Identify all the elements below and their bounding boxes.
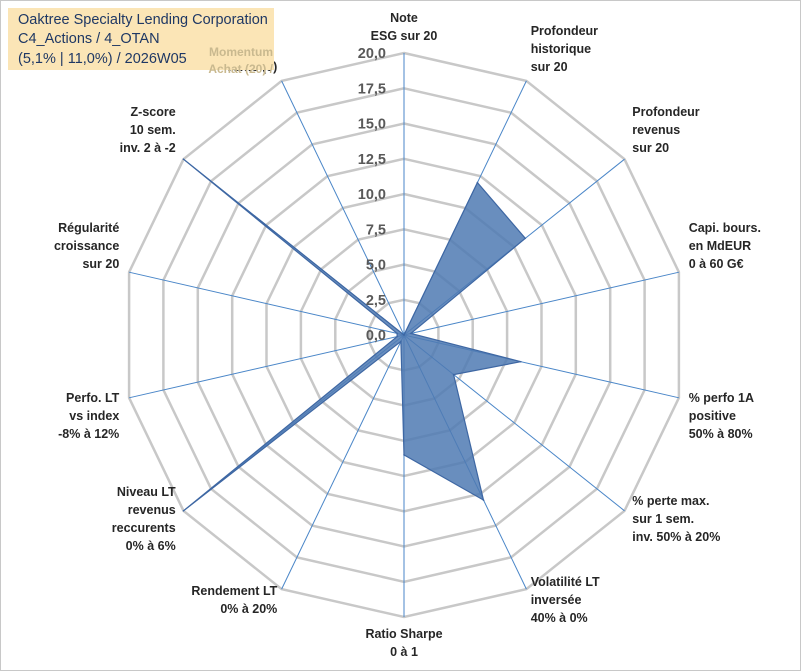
axis-label-9-line-1: revenus xyxy=(128,503,176,517)
axis-label-1-line-0: Profondeur xyxy=(531,24,598,38)
axis-label-5-line-1: sur 1 sem. xyxy=(632,512,694,526)
chart-period: (5,1% | 11,0%) / 2026W05 xyxy=(18,51,187,67)
axis-label-11-line-2: sur 20 xyxy=(82,257,119,271)
axis-label-10-line-2: -8% à 12% xyxy=(58,427,119,441)
tick-label-1: 2,5 xyxy=(366,293,386,309)
momentum-label-1: Momentum xyxy=(209,45,273,59)
series-point-1 xyxy=(476,181,479,184)
series-point-7 xyxy=(403,454,405,456)
axis-label-2-line-1: revenus xyxy=(632,123,680,137)
axis-label-10-line-1: vs index xyxy=(69,409,119,423)
radar-series xyxy=(182,158,527,512)
spoke-10 xyxy=(128,334,405,399)
tick-label-3: 7,5 xyxy=(366,222,386,238)
axis-label-4-line-2: 50% à 80% xyxy=(689,427,753,441)
axis-label-12-line-0: Z-score xyxy=(131,105,176,119)
series-point-13 xyxy=(403,334,405,336)
axis-label-3-line-0: Capi. bours. xyxy=(689,221,761,235)
series-point-12 xyxy=(182,158,185,160)
tick-label-6: 15,0 xyxy=(358,117,386,133)
title-box: Oaktree Specialty Lending Corporation C4… xyxy=(8,8,274,70)
axis-label-4-line-0: % perfo 1A xyxy=(689,391,754,405)
axis-label-7-line-0: Ratio Sharpe xyxy=(365,627,442,641)
series-point-2 xyxy=(524,237,527,240)
momentum-label-2: Achat (20) / xyxy=(208,62,273,76)
radar-axis-labels: Note ESG sur 20 Profondeur historique sur 20… xyxy=(54,11,761,659)
tick-label-0: 0,0 xyxy=(366,328,386,344)
axis-label-12-line-2: inv. 2 à -2 xyxy=(120,141,176,155)
spoke-11 xyxy=(128,271,405,336)
tick-label-8: 20,0 xyxy=(358,46,386,62)
tick-label-7: 17,5 xyxy=(358,81,386,97)
axis-label-2-line-0: Profondeur xyxy=(632,105,699,119)
axis-label-9-line-0: Niveau LT xyxy=(117,485,176,499)
axis-label-0-line-1: ESG sur 20 xyxy=(371,29,438,43)
axis-label-9-line-3: 0% à 6% xyxy=(126,539,176,553)
series-point-4 xyxy=(520,360,522,363)
tick-label-5: 12,5 xyxy=(358,152,386,168)
axis-label-4-line-1: positive xyxy=(689,409,736,423)
series-point-5 xyxy=(452,373,455,376)
axis-label-5-line-0: % perte max. xyxy=(632,494,709,508)
tick-label-4: 10,0 xyxy=(358,187,386,203)
axis-label-9-line-2: reccurents xyxy=(112,521,176,535)
axis-label-11-line-0: Régularité xyxy=(58,221,119,235)
axis-label-8-line-1: 0% à 20% xyxy=(220,602,277,616)
axis-label-2-line-2: sur 20 xyxy=(632,141,669,155)
series-point-8 xyxy=(400,340,402,343)
spoke-13 xyxy=(281,80,405,336)
axis-label-6-line-2: 40% à 0% xyxy=(531,611,588,625)
axis-label-10-line-0: Perfo. LT xyxy=(66,391,120,405)
spoke-8 xyxy=(281,334,405,590)
axis-label-12-line-1: 10 sem. xyxy=(130,123,176,137)
axis-label-6-line-1: inversée xyxy=(531,593,582,607)
radar-tick-labels: 0,0 2,5 5,0 7,5 10,0 12,5 15,0 17,5 20,0 xyxy=(358,46,386,344)
chart-subtitle: C4_Actions / 4_OTAN xyxy=(18,31,160,47)
axis-label-7-line-1: 0 à 1 xyxy=(390,645,418,659)
axis-label-6-line-0: Volatilité LT xyxy=(531,575,600,589)
axis-label-11-line-1: croissance xyxy=(54,239,119,253)
spoke-3 xyxy=(403,271,680,336)
axis-label-0-line-0: Note xyxy=(390,11,418,25)
series-point-3 xyxy=(410,332,412,335)
series-point-10 xyxy=(396,335,398,338)
axis-label-5-line-2: inv. 50% à 20% xyxy=(632,530,720,544)
tick-label-2: 5,0 xyxy=(366,258,386,274)
axis-label-1-line-1: historique xyxy=(531,42,591,56)
chart-title: Oaktree Specialty Lending Corporation xyxy=(18,12,268,28)
axis-label-8-line-0: Rendement LT xyxy=(191,584,277,598)
axis-label-3-line-2: 0 à 60 G€ xyxy=(689,257,744,271)
series-point-11 xyxy=(396,332,398,335)
axis-label-3-line-1: en MdEUR xyxy=(689,239,752,253)
axis-label-1-line-2: sur 20 xyxy=(531,60,568,74)
series-point-6 xyxy=(482,499,485,501)
series-point-9 xyxy=(182,510,185,512)
